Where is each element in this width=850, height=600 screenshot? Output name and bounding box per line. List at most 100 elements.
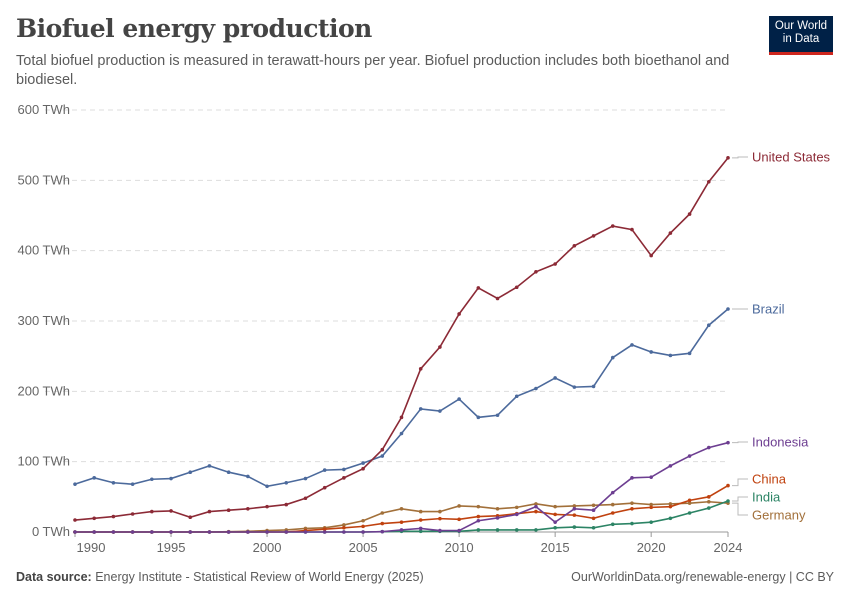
data-point [265,530,269,534]
series-label: Indonesia [752,435,809,450]
data-point [111,514,116,519]
data-point [246,474,250,479]
data-point [342,476,346,480]
data-point [610,502,615,507]
data-point [553,376,557,380]
data-point [303,476,308,481]
y-tick-label: 100 TWh [17,454,70,469]
data-point [399,506,404,511]
label-connector [732,478,748,487]
x-tick-label: 2005 [349,540,378,555]
data-point [706,323,711,328]
x-tick-label: 1990 [77,540,106,555]
data-point [572,506,577,511]
data-point [207,464,212,468]
data-point [380,521,385,526]
data-point [591,503,596,508]
data-point [418,529,423,534]
data-point [150,509,154,514]
data-point [476,286,481,290]
data-point [457,504,461,508]
data-point [92,530,97,534]
label-connector [732,441,748,444]
series-label: Germany [752,508,806,523]
label-connector [732,502,748,516]
data-point [687,212,692,216]
data-point [649,350,653,354]
data-point [438,409,442,413]
data-point [207,509,212,514]
data-point [591,516,596,521]
data-point [610,224,615,228]
data-point [361,461,365,465]
data-point [438,345,442,349]
data-point [399,520,404,524]
series-line-india [75,500,729,533]
data-point [226,530,231,534]
line-chart: 0 TWh 100 TWh 200 TWh 300 TWh 400 TWh 500 TWh… [17,102,830,555]
data-point [630,476,634,480]
data-point [322,527,327,531]
data-point [418,518,423,522]
data-point [630,521,634,526]
data-point [246,506,250,511]
data-point [534,504,538,509]
data-point [399,528,404,532]
source-text[interactable]: Energy Institute - Statistical Review of… [95,570,424,584]
y-tick-label: 300 TWh [17,313,70,328]
data-point [630,501,634,505]
x-tick-label: 2020 [637,540,666,555]
data-point [630,227,634,232]
data-point [687,501,692,505]
data-point [303,496,308,501]
data-point [495,506,500,511]
data-point [706,499,711,504]
data-point [534,528,538,532]
x-tick-label: 2000 [253,540,282,555]
data-point [361,518,365,523]
data-point [726,307,730,311]
data-point [553,504,557,509]
data-point [457,528,461,533]
data-point [706,495,711,499]
data-point [610,511,615,515]
data-point [130,512,135,516]
series-label: China [752,472,787,487]
footer-url[interactable]: OurWorldinData.org/renewable-energy | CC… [571,570,834,584]
data-point [438,528,442,533]
data-point [188,470,193,475]
data-point [687,498,692,503]
series-line-germany [75,500,729,533]
data-point [668,353,673,358]
data-point [495,413,500,418]
data-point [111,480,116,485]
data-point [572,504,577,508]
data-point [591,508,596,512]
data-point [706,445,711,450]
chart-title: Biofuel energy production [16,14,372,43]
data-point [553,512,557,517]
data-point [534,502,538,506]
data-point [534,509,538,514]
data-point [668,502,673,506]
data-point [572,243,577,248]
data-point [438,516,442,521]
data-point [610,522,615,527]
label-connector [732,156,748,159]
data-point [418,509,423,514]
data-point [534,386,538,391]
data-point [169,476,173,481]
data-point [706,506,711,510]
data-point [73,530,77,534]
data-point [322,468,327,472]
data-point [284,502,289,507]
data-point [649,475,653,479]
data-point [476,528,481,532]
data-point [246,530,250,534]
data-point [553,520,557,524]
data-point [150,530,154,534]
data-point [668,464,673,468]
series-label: India [752,490,781,505]
owid-logo[interactable]: Our World in Data [769,16,833,55]
data-point [668,516,673,521]
